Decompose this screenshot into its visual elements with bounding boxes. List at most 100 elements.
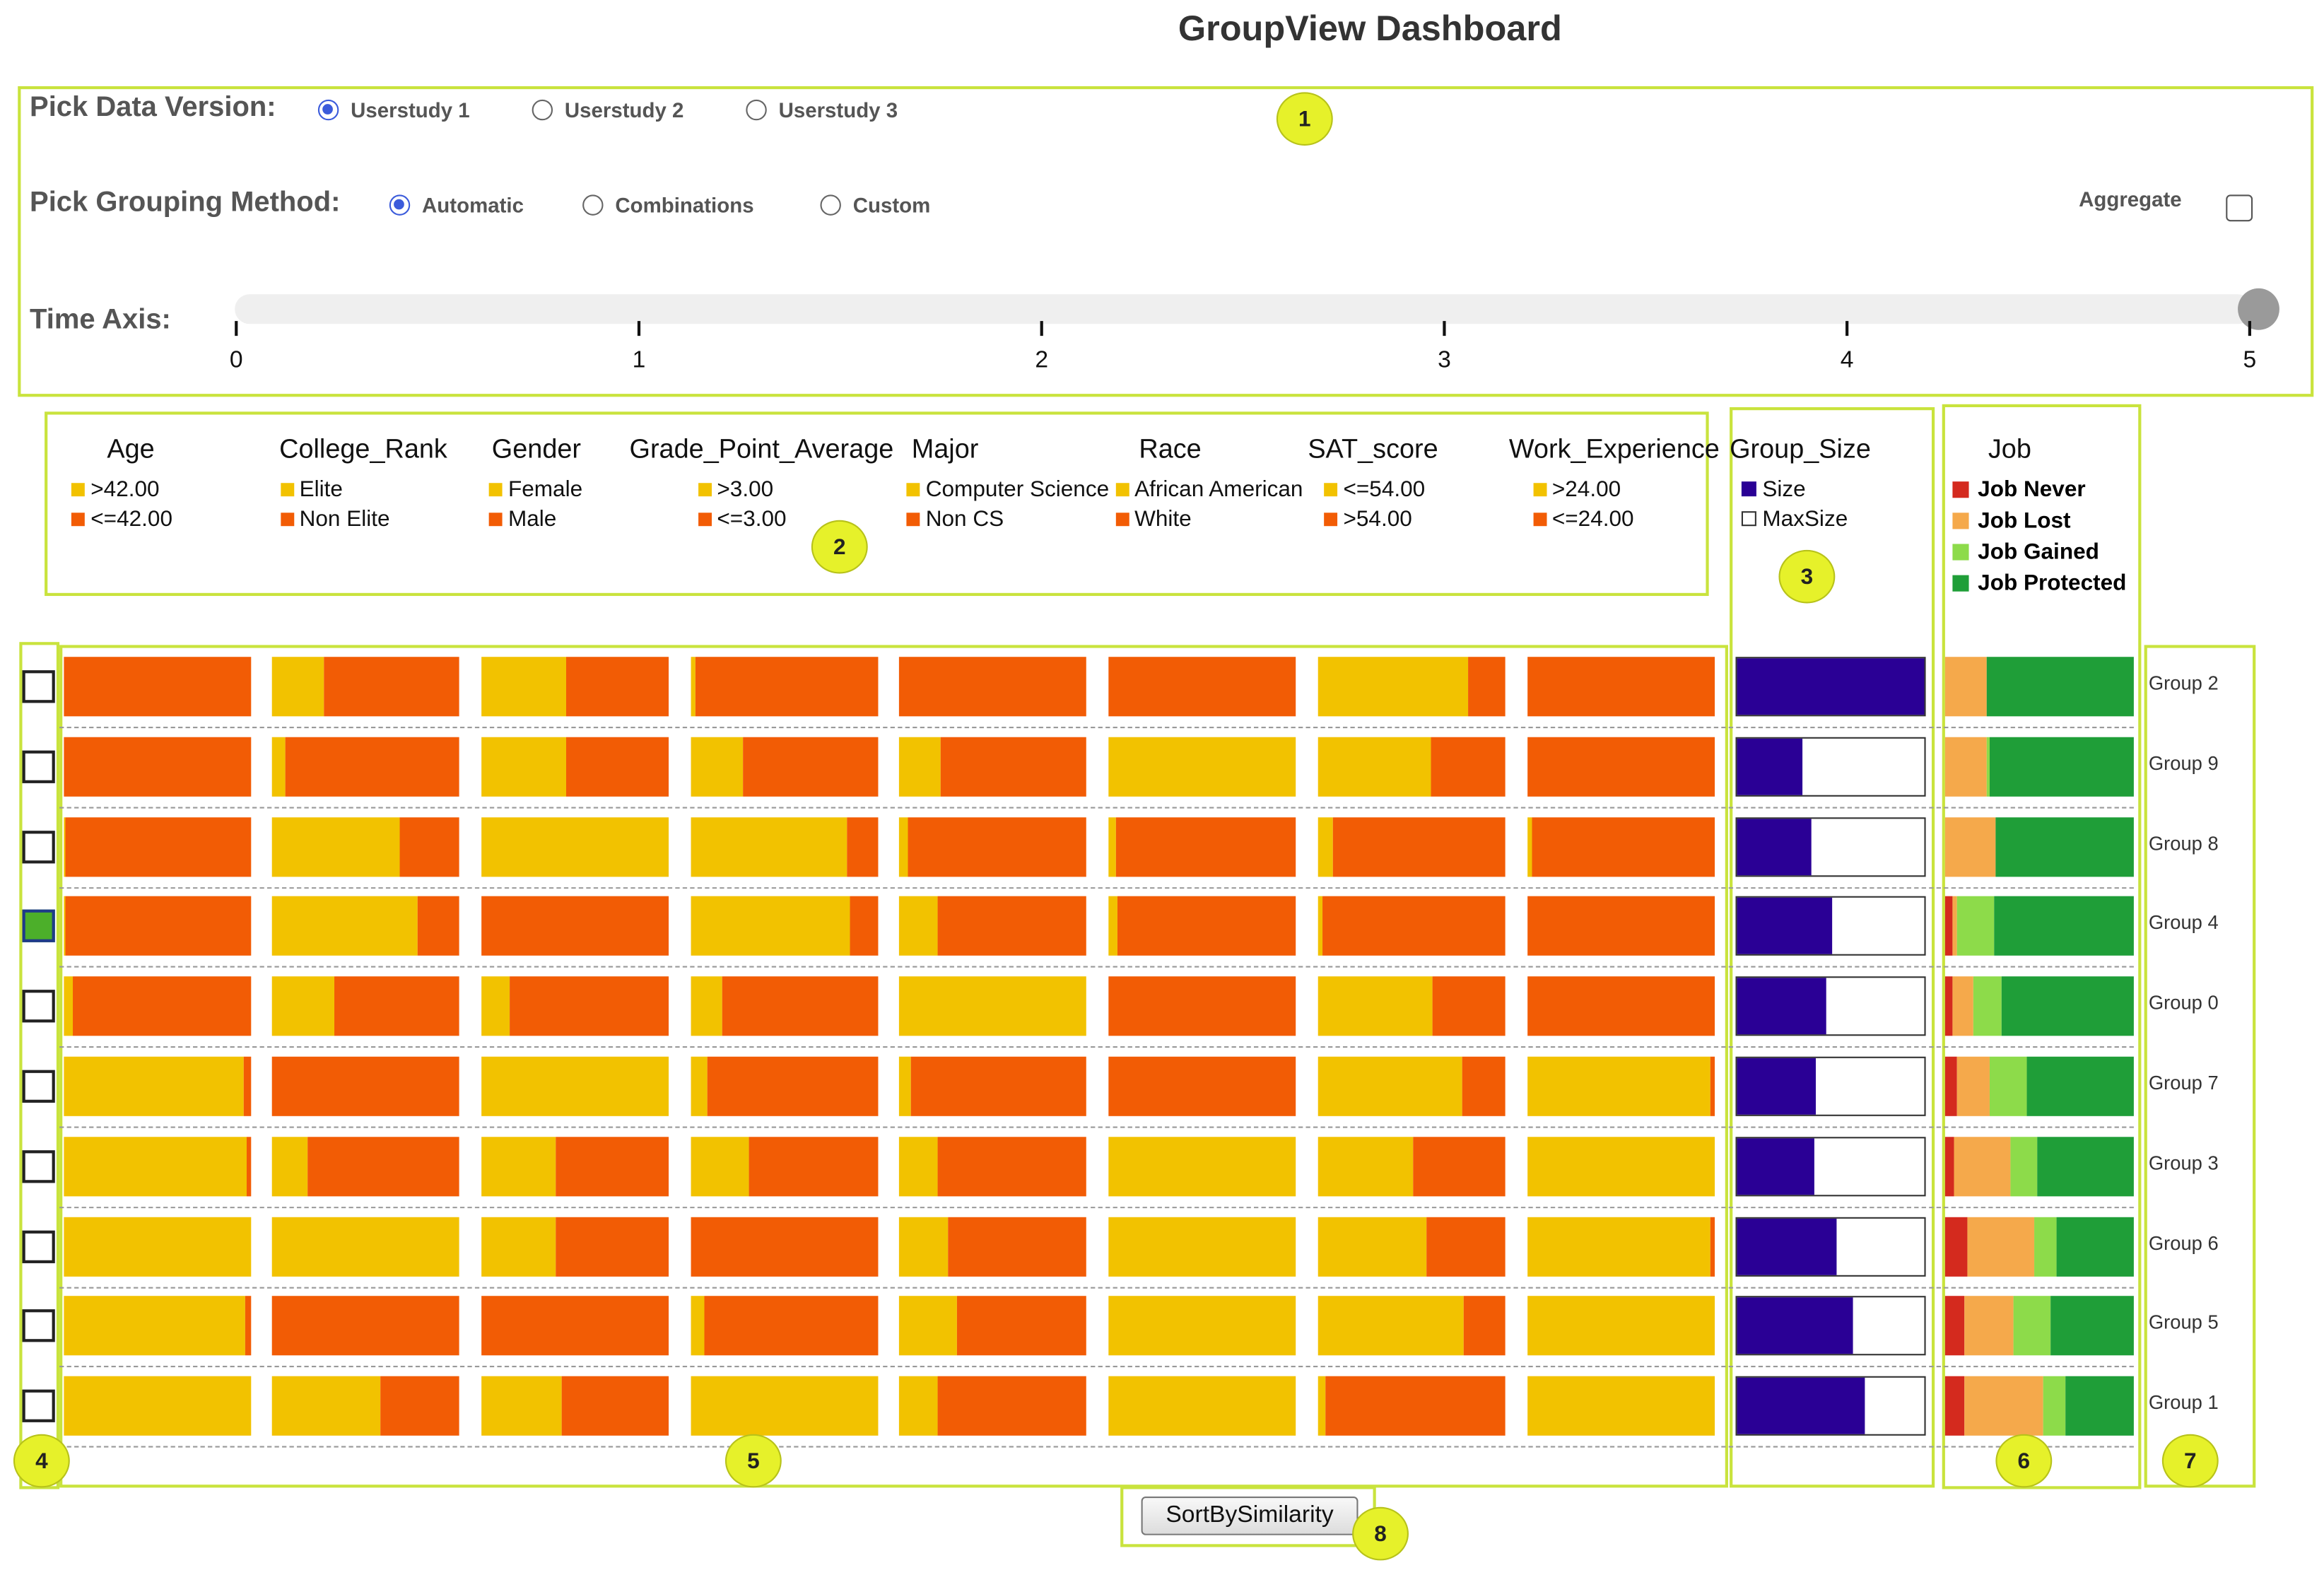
job-protected-segment[interactable] — [1986, 657, 2134, 717]
attribute-bar[interactable] — [64, 1056, 252, 1116]
segment-first-category[interactable] — [481, 1136, 557, 1196]
attribute-bar[interactable] — [1527, 737, 1715, 797]
attribute-bar[interactable] — [64, 737, 252, 797]
group-checkbox[interactable] — [22, 750, 55, 783]
segment-second-category[interactable] — [938, 1136, 1086, 1196]
attribute-bar[interactable] — [691, 1216, 879, 1277]
segment-second-category[interactable] — [556, 1216, 669, 1277]
segment-second-category[interactable] — [565, 737, 669, 797]
job-lost-segment[interactable] — [1944, 737, 1987, 797]
segment-second-category[interactable] — [708, 1056, 879, 1116]
segment-first-category[interactable] — [691, 737, 744, 797]
segment-first-category[interactable] — [64, 816, 66, 877]
segment-first-category[interactable] — [691, 1296, 705, 1357]
segment-first-category[interactable] — [898, 1216, 948, 1277]
segment-second-category[interactable] — [1115, 816, 1296, 877]
group-checkbox[interactable] — [22, 910, 55, 943]
segment-first-category[interactable] — [64, 1216, 252, 1277]
segment-second-category[interactable] — [956, 1296, 1086, 1357]
group-checkbox[interactable] — [22, 830, 55, 863]
radio-userstudy-2[interactable]: Userstudy 2 — [532, 98, 683, 122]
segment-first-category[interactable] — [271, 816, 399, 877]
job-bar[interactable] — [1944, 816, 2134, 877]
attribute-bar[interactable] — [898, 1056, 1086, 1116]
job-lost-segment[interactable] — [1967, 1216, 2034, 1277]
segment-second-category[interactable] — [1413, 1136, 1506, 1196]
segment-first-category[interactable] — [1108, 1296, 1296, 1357]
segment-first-category[interactable] — [1317, 737, 1431, 797]
segment-second-category[interactable] — [1322, 896, 1506, 956]
segment-second-category[interactable] — [1527, 976, 1715, 1036]
attribute-bar[interactable] — [64, 1216, 252, 1277]
attribute-bar[interactable] — [691, 737, 879, 797]
segment-second-category[interactable] — [271, 1296, 459, 1357]
sort-by-similarity-button[interactable]: SortBySimilarity — [1141, 1497, 1358, 1535]
segment-first-category[interactable] — [1108, 1136, 1296, 1196]
attribute-bar[interactable] — [1108, 737, 1296, 797]
time-axis-slider[interactable] — [235, 294, 2253, 324]
attribute-bar[interactable] — [271, 896, 459, 956]
attribute-bar[interactable] — [271, 1296, 459, 1357]
group-size-bar[interactable] — [1735, 816, 1926, 877]
segment-first-category[interactable] — [271, 737, 286, 797]
attribute-bar[interactable] — [691, 816, 879, 877]
segment-first-category[interactable] — [1317, 1296, 1465, 1357]
segment-second-category[interactable] — [850, 896, 879, 956]
segment-first-category[interactable] — [481, 816, 669, 877]
attribute-bar[interactable] — [1317, 1296, 1506, 1357]
attribute-bar[interactable] — [1317, 1216, 1506, 1277]
attribute-bar[interactable] — [271, 1376, 459, 1436]
segment-second-category[interactable] — [481, 1296, 669, 1357]
group-size-bar[interactable] — [1735, 976, 1926, 1036]
job-bar[interactable] — [1944, 1216, 2134, 1277]
segment-second-category[interactable] — [307, 1136, 459, 1196]
job-gained-segment[interactable] — [1973, 976, 2002, 1036]
job-bar[interactable] — [1944, 896, 2134, 956]
attribute-bar[interactable] — [481, 657, 669, 717]
segment-first-category[interactable] — [898, 896, 939, 956]
job-bar[interactable] — [1944, 1056, 2134, 1116]
group-size-bar[interactable] — [1735, 1056, 1926, 1116]
attribute-bar[interactable] — [691, 657, 879, 717]
job-gained-segment[interactable] — [2011, 1136, 2038, 1196]
attribute-bar[interactable] — [1317, 737, 1506, 797]
attribute-bar[interactable] — [1108, 1376, 1296, 1436]
segment-first-category[interactable] — [1317, 976, 1433, 1036]
segment-second-category[interactable] — [940, 737, 1086, 797]
segment-first-category[interactable] — [898, 1056, 910, 1116]
attribute-bar[interactable] — [1527, 1376, 1715, 1436]
segment-first-category[interactable] — [481, 976, 510, 1036]
segment-second-category[interactable] — [1527, 737, 1715, 797]
segment-second-category[interactable] — [271, 1056, 459, 1116]
job-protected-segment[interactable] — [1995, 816, 2134, 877]
segment-second-category[interactable] — [694, 657, 879, 717]
segment-second-category[interactable] — [1117, 896, 1296, 956]
segment-second-category[interactable] — [64, 737, 252, 797]
segment-second-category[interactable] — [704, 1296, 879, 1357]
segment-second-category[interactable] — [1432, 976, 1506, 1036]
group-checkbox[interactable] — [22, 1149, 55, 1183]
attribute-bar[interactable] — [898, 737, 1086, 797]
radio-userstudy-3[interactable]: Userstudy 3 — [746, 98, 898, 122]
segment-second-category[interactable] — [908, 816, 1086, 877]
group-size-bar[interactable] — [1735, 896, 1926, 956]
attribute-bar[interactable] — [64, 1296, 252, 1357]
attribute-bar[interactable] — [898, 1216, 1086, 1277]
job-gained-segment[interactable] — [2043, 1376, 2066, 1436]
attribute-bar[interactable] — [271, 1216, 459, 1277]
segment-second-category[interactable] — [910, 1056, 1086, 1116]
radio-userstudy-1[interactable]: Userstudy 1 — [317, 98, 470, 122]
segment-first-category[interactable] — [898, 1136, 939, 1196]
attribute-bar[interactable] — [1527, 1216, 1715, 1277]
segment-first-category[interactable] — [481, 1376, 563, 1436]
job-bar[interactable] — [1944, 1136, 2134, 1196]
radio-dot[interactable] — [820, 194, 841, 216]
group-size-bar[interactable] — [1735, 1296, 1926, 1357]
segment-second-category[interactable] — [399, 816, 459, 877]
segment-first-category[interactable] — [1317, 1056, 1462, 1116]
job-protected-segment[interactable] — [2056, 1216, 2134, 1277]
job-bar[interactable] — [1944, 737, 2134, 797]
job-never-segment[interactable] — [1944, 1296, 1964, 1357]
attribute-bar[interactable] — [481, 1056, 669, 1116]
job-bar[interactable] — [1944, 1296, 2134, 1357]
